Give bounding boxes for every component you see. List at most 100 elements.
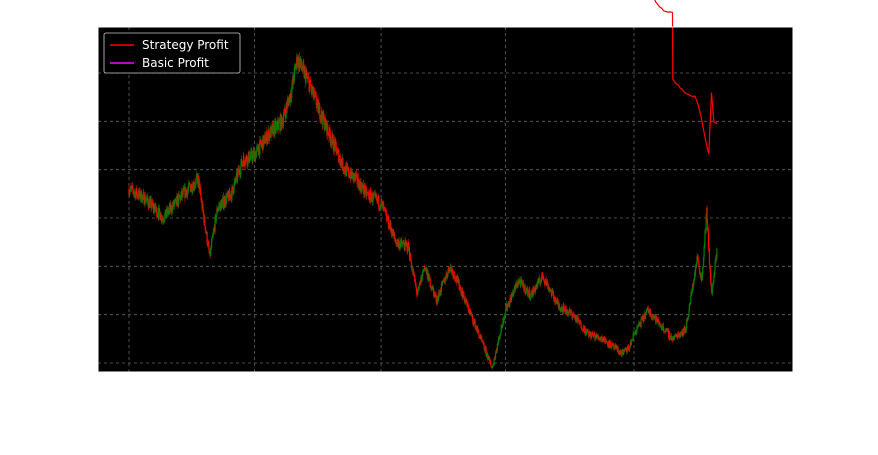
candle-body (542, 275, 544, 280)
candle-body (149, 201, 151, 208)
candle-body (426, 268, 428, 273)
candle-body (319, 105, 321, 119)
candle-body (712, 282, 714, 283)
candle-body (285, 104, 287, 107)
candle-body (629, 346, 631, 348)
candle-body (596, 333, 598, 337)
candle-body (694, 272, 696, 280)
candle-body (361, 185, 363, 193)
candle-body (510, 294, 513, 302)
candle-body (316, 99, 319, 104)
candle-body (500, 324, 502, 333)
candle-body (690, 295, 692, 303)
candle-body (197, 175, 199, 185)
candle-body (478, 330, 480, 335)
y-left-tick-label: 9000 (60, 114, 91, 128)
candle-body (309, 79, 311, 86)
candle-body (292, 75, 295, 81)
candle-body (260, 139, 262, 144)
candle-body (338, 150, 340, 163)
candle-body (228, 189, 231, 196)
y-right-tick-label: 15.0 (800, 90, 827, 104)
candle-body (202, 210, 205, 215)
candle-body (701, 280, 703, 281)
candle-body (537, 278, 540, 284)
candle-body (669, 332, 671, 340)
candle-body (243, 155, 245, 161)
candle-body (494, 353, 497, 359)
candle-body (132, 185, 134, 191)
candle-body (378, 196, 380, 208)
candle-body (186, 190, 189, 197)
candle-body (190, 188, 192, 192)
candle-body (275, 123, 277, 131)
candle-body (139, 189, 141, 199)
candle-body (521, 281, 524, 286)
candle-body (632, 333, 634, 340)
candle-body (313, 96, 315, 98)
candle-body (449, 266, 451, 272)
candle-body (708, 248, 711, 265)
candle-body (384, 208, 386, 209)
candle-body (428, 273, 430, 276)
candle-body (286, 101, 288, 109)
candle-body (295, 64, 297, 70)
candle-body (689, 302, 691, 304)
candle-body (370, 191, 372, 202)
candle-body (570, 310, 572, 312)
candle-body (327, 130, 329, 135)
candle-body (342, 169, 344, 171)
price-candlesticks (128, 52, 718, 370)
candle-body (623, 351, 625, 355)
candle-body (469, 310, 471, 312)
candle-body (390, 229, 392, 231)
candle-body (670, 335, 672, 340)
candle-body (313, 86, 315, 98)
candle-body (386, 213, 388, 221)
candle-body (481, 336, 483, 341)
candle-body (365, 187, 367, 196)
candle-body (175, 197, 177, 204)
candle-body (609, 341, 611, 348)
candle-body (221, 198, 224, 202)
candle-body (406, 244, 408, 252)
candle-body (412, 269, 414, 276)
candle-body (702, 257, 705, 266)
candle-body (398, 240, 400, 249)
candle-body (144, 195, 146, 203)
candle-body (714, 261, 716, 270)
candle-body (315, 95, 317, 106)
candle-body (305, 74, 307, 84)
candle-body (362, 184, 364, 191)
candle-body (577, 318, 579, 322)
candle-body (686, 318, 689, 321)
candle-body (589, 331, 591, 335)
candle-body (151, 201, 153, 205)
candle-body (540, 281, 542, 285)
candle-body (197, 175, 200, 179)
candle-body (333, 139, 335, 144)
candle-body (713, 274, 715, 277)
candle-body (147, 200, 149, 206)
candle-body (224, 205, 226, 206)
candle-body (128, 192, 130, 196)
candle-body (688, 309, 690, 317)
candle-body (458, 288, 461, 290)
legend-label-strategy-profit: Strategy Profit (142, 38, 229, 52)
candle-body (194, 184, 196, 187)
candle-body (156, 207, 158, 217)
candle-body (143, 192, 145, 205)
candle-body (277, 121, 279, 130)
candle-body (321, 111, 323, 119)
candle-body (232, 189, 234, 194)
candle-body (174, 199, 176, 201)
candle-body (314, 91, 316, 95)
y-right-tick-label: 12.5 (800, 42, 827, 56)
candle-body (135, 188, 137, 196)
candle-body (236, 172, 239, 180)
candle-body (129, 189, 131, 192)
candle-body (315, 94, 317, 96)
candle-body (241, 163, 243, 166)
candle-body (231, 187, 233, 200)
